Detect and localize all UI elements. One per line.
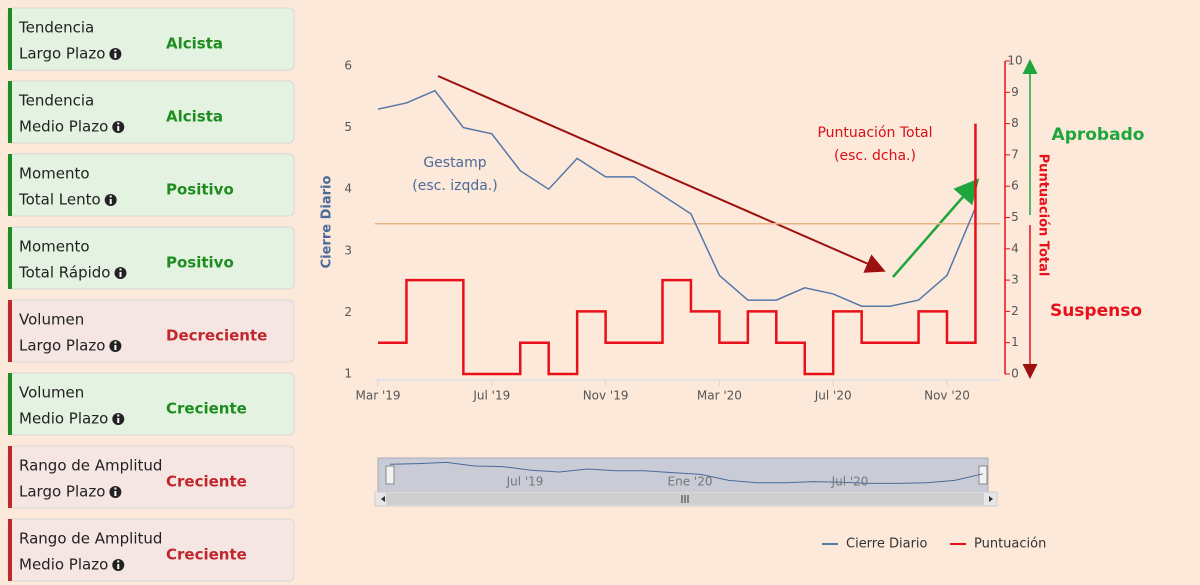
- y2-tick-label: 2: [1011, 304, 1019, 318]
- legend-label[interactable]: Puntuación: [974, 537, 1046, 552]
- scrollbar-grip: [681, 495, 689, 503]
- info-icon-i: [117, 564, 120, 569]
- nav-handle[interactable]: [385, 465, 395, 485]
- x-tick-label: Jul '19: [472, 389, 510, 403]
- card-accent: [8, 81, 12, 143]
- info-icon-dot: [117, 122, 120, 125]
- series-line: [377, 89, 977, 307]
- card-label: Momento: [19, 238, 90, 256]
- annotation: (esc. izqda.): [412, 178, 497, 194]
- card-status: Decreciente: [166, 327, 267, 345]
- card-status: Creciente: [166, 473, 247, 491]
- card-label: Largo Plazo: [19, 45, 105, 63]
- card-label: Rango de Amplitud: [19, 457, 162, 475]
- nav-handle[interactable]: [978, 465, 988, 485]
- info-icon-dot: [114, 341, 117, 344]
- card-label: Tendencia: [18, 19, 94, 37]
- card-status: Creciente: [166, 546, 247, 564]
- y2-tick-label: 1: [1011, 335, 1019, 349]
- card-label: Total Rápido: [18, 264, 110, 282]
- card-status: Alcista: [166, 35, 223, 53]
- y2-tick-label: 7: [1011, 147, 1019, 161]
- y-tick-label: 5: [344, 120, 352, 134]
- series-line: [378, 123, 977, 376]
- info-icon-i: [114, 53, 117, 58]
- navigator-line: [389, 461, 984, 484]
- y2-axis-title: Puntuación Total: [1036, 154, 1051, 277]
- card-accent: [8, 446, 12, 508]
- annotation: Aprobado: [1052, 125, 1145, 145]
- x-tick-label: Nov '19: [583, 389, 629, 403]
- info-icon-dot: [117, 560, 120, 563]
- y-tick-label: 1: [344, 367, 352, 381]
- card-label: Medio Plazo: [19, 410, 108, 428]
- annotation: Puntuación Total: [817, 125, 932, 141]
- y2-tick-label: 5: [1011, 210, 1019, 224]
- y2-tick-label: 3: [1011, 273, 1019, 287]
- card-status: Alcista: [166, 108, 223, 126]
- x-tick-label: Mar '20: [697, 389, 742, 403]
- card-accent: [8, 519, 12, 581]
- y-axis-title: Cierre Diario: [320, 176, 335, 269]
- card-label: Rango de Amplitud: [19, 530, 162, 548]
- y-tick-label: 4: [344, 182, 352, 196]
- info-icon-i: [114, 345, 117, 350]
- info-icon-i: [109, 199, 112, 204]
- card-label: Volumen: [19, 384, 84, 402]
- card-label: Total Lento: [18, 191, 101, 209]
- info-icon-dot: [117, 414, 120, 417]
- y-tick-label: 2: [344, 305, 352, 319]
- y2-tick-label: 0: [1011, 367, 1019, 381]
- y2-tick-label: 6: [1011, 179, 1019, 193]
- info-icon-i: [119, 272, 122, 277]
- annotation: Gestamp: [423, 155, 486, 171]
- card-label: Medio Plazo: [19, 556, 108, 574]
- navigator-label: Jul '19: [506, 475, 544, 489]
- navigator-label: Jul '20: [831, 475, 869, 489]
- card-label: Momento: [19, 165, 90, 183]
- info-icon-dot: [109, 195, 112, 198]
- card-accent: [8, 8, 12, 70]
- y2-tick-label: 10: [1007, 54, 1022, 68]
- card-status: Creciente: [166, 400, 247, 418]
- card-accent: [8, 227, 12, 289]
- navigator-label: Ene '20: [668, 475, 713, 489]
- card-label: Medio Plazo: [19, 118, 108, 136]
- y-tick-label: 6: [344, 59, 352, 73]
- x-tick-label: Nov '20: [924, 389, 970, 403]
- card-label: Largo Plazo: [19, 337, 105, 355]
- card-status: Positivo: [166, 254, 234, 272]
- x-tick-label: Jul '20: [814, 389, 852, 403]
- info-icon-dot: [114, 487, 117, 490]
- annotation: (esc. dcha.): [834, 148, 916, 164]
- y2-tick-label: 4: [1011, 241, 1019, 255]
- annotation: Suspenso: [1050, 301, 1142, 321]
- x-tick-label: Mar '19: [355, 389, 400, 403]
- card-accent: [8, 300, 12, 362]
- card-status: Positivo: [166, 181, 234, 199]
- info-icon-i: [117, 126, 120, 131]
- card-label: Volumen: [19, 311, 84, 329]
- info-icon-dot: [114, 49, 117, 52]
- y-tick-label: 3: [344, 243, 352, 257]
- card-label: Largo Plazo: [19, 483, 105, 501]
- rise-arrow: [892, 178, 980, 278]
- card-accent: [8, 373, 12, 435]
- legend-label[interactable]: Cierre Diario: [846, 537, 928, 552]
- trend-arrow: [437, 75, 886, 273]
- card-label: Tendencia: [18, 92, 94, 110]
- info-icon-i: [117, 418, 120, 423]
- card-accent: [8, 154, 12, 216]
- info-icon-i: [114, 491, 117, 496]
- y2-tick-label: 8: [1011, 116, 1019, 130]
- info-icon-dot: [119, 268, 122, 271]
- y2-tick-label: 9: [1011, 85, 1019, 99]
